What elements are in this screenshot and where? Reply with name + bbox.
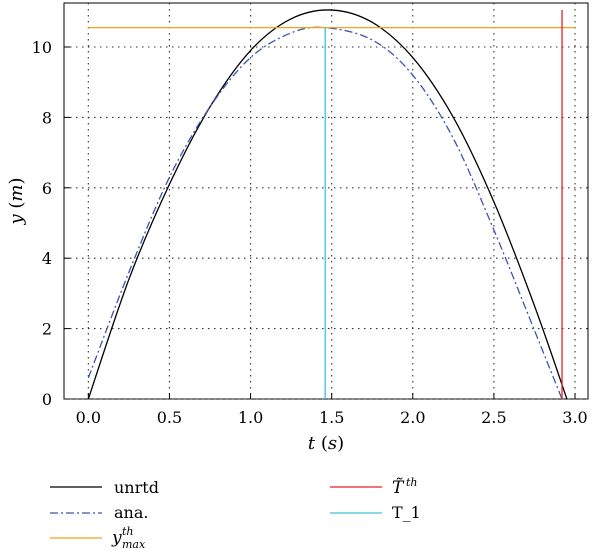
y-tick-label: 0	[42, 390, 52, 409]
x-axis-title: t (s)	[308, 433, 344, 454]
x-tick-label: 0.5	[157, 408, 182, 427]
legend-item-unrtd: unrtd	[50, 478, 159, 497]
x-tick-label: 3.0	[562, 408, 587, 427]
y-tick-label: 2	[42, 320, 52, 339]
x-tick-label: 1.5	[319, 408, 344, 427]
legend-label-t1: T_1	[392, 503, 421, 522]
x-tick-label: 2.5	[481, 408, 506, 427]
legend-label-ana: ana.	[114, 503, 148, 522]
tick-layer: 0.0 0.5 1.0 1.5 2.0 2.5 3.0 0 2 4 6 8 10	[32, 38, 588, 427]
legend: unrtd ana. y th max T̃ th T_1	[50, 476, 421, 551]
legend-label-t-th: T̃	[392, 478, 405, 498]
legend-label-t-th-sup: th	[406, 476, 418, 489]
legend-label-ymax-th-sub: max	[122, 538, 146, 551]
y-tick-label: 6	[42, 179, 52, 198]
y-axis-title: y (m)	[6, 177, 27, 225]
legend-item-t1: T_1	[330, 503, 421, 522]
legend-label-ymax-th-sup: th	[122, 525, 134, 538]
plot-frame	[63, 2, 589, 400]
x-tick-label: 1.0	[238, 408, 263, 427]
y-tick-label: 4	[42, 249, 52, 268]
y-tick-label: 8	[42, 108, 52, 127]
x-tick-label: 0.0	[76, 408, 101, 427]
legend-item-ymax-th: y th max	[50, 525, 146, 551]
legend-item-t-th: T̃ th	[330, 476, 418, 498]
legend-label-unrtd: unrtd	[114, 478, 159, 497]
series-line-0	[87, 9, 568, 400]
legend-label-ymax-th: y	[111, 528, 122, 548]
x-tick-label: 2.0	[400, 408, 425, 427]
series-layer	[87, 9, 576, 400]
legend-item-ana: ana.	[50, 503, 148, 522]
y-tick-label: 10	[32, 38, 52, 57]
